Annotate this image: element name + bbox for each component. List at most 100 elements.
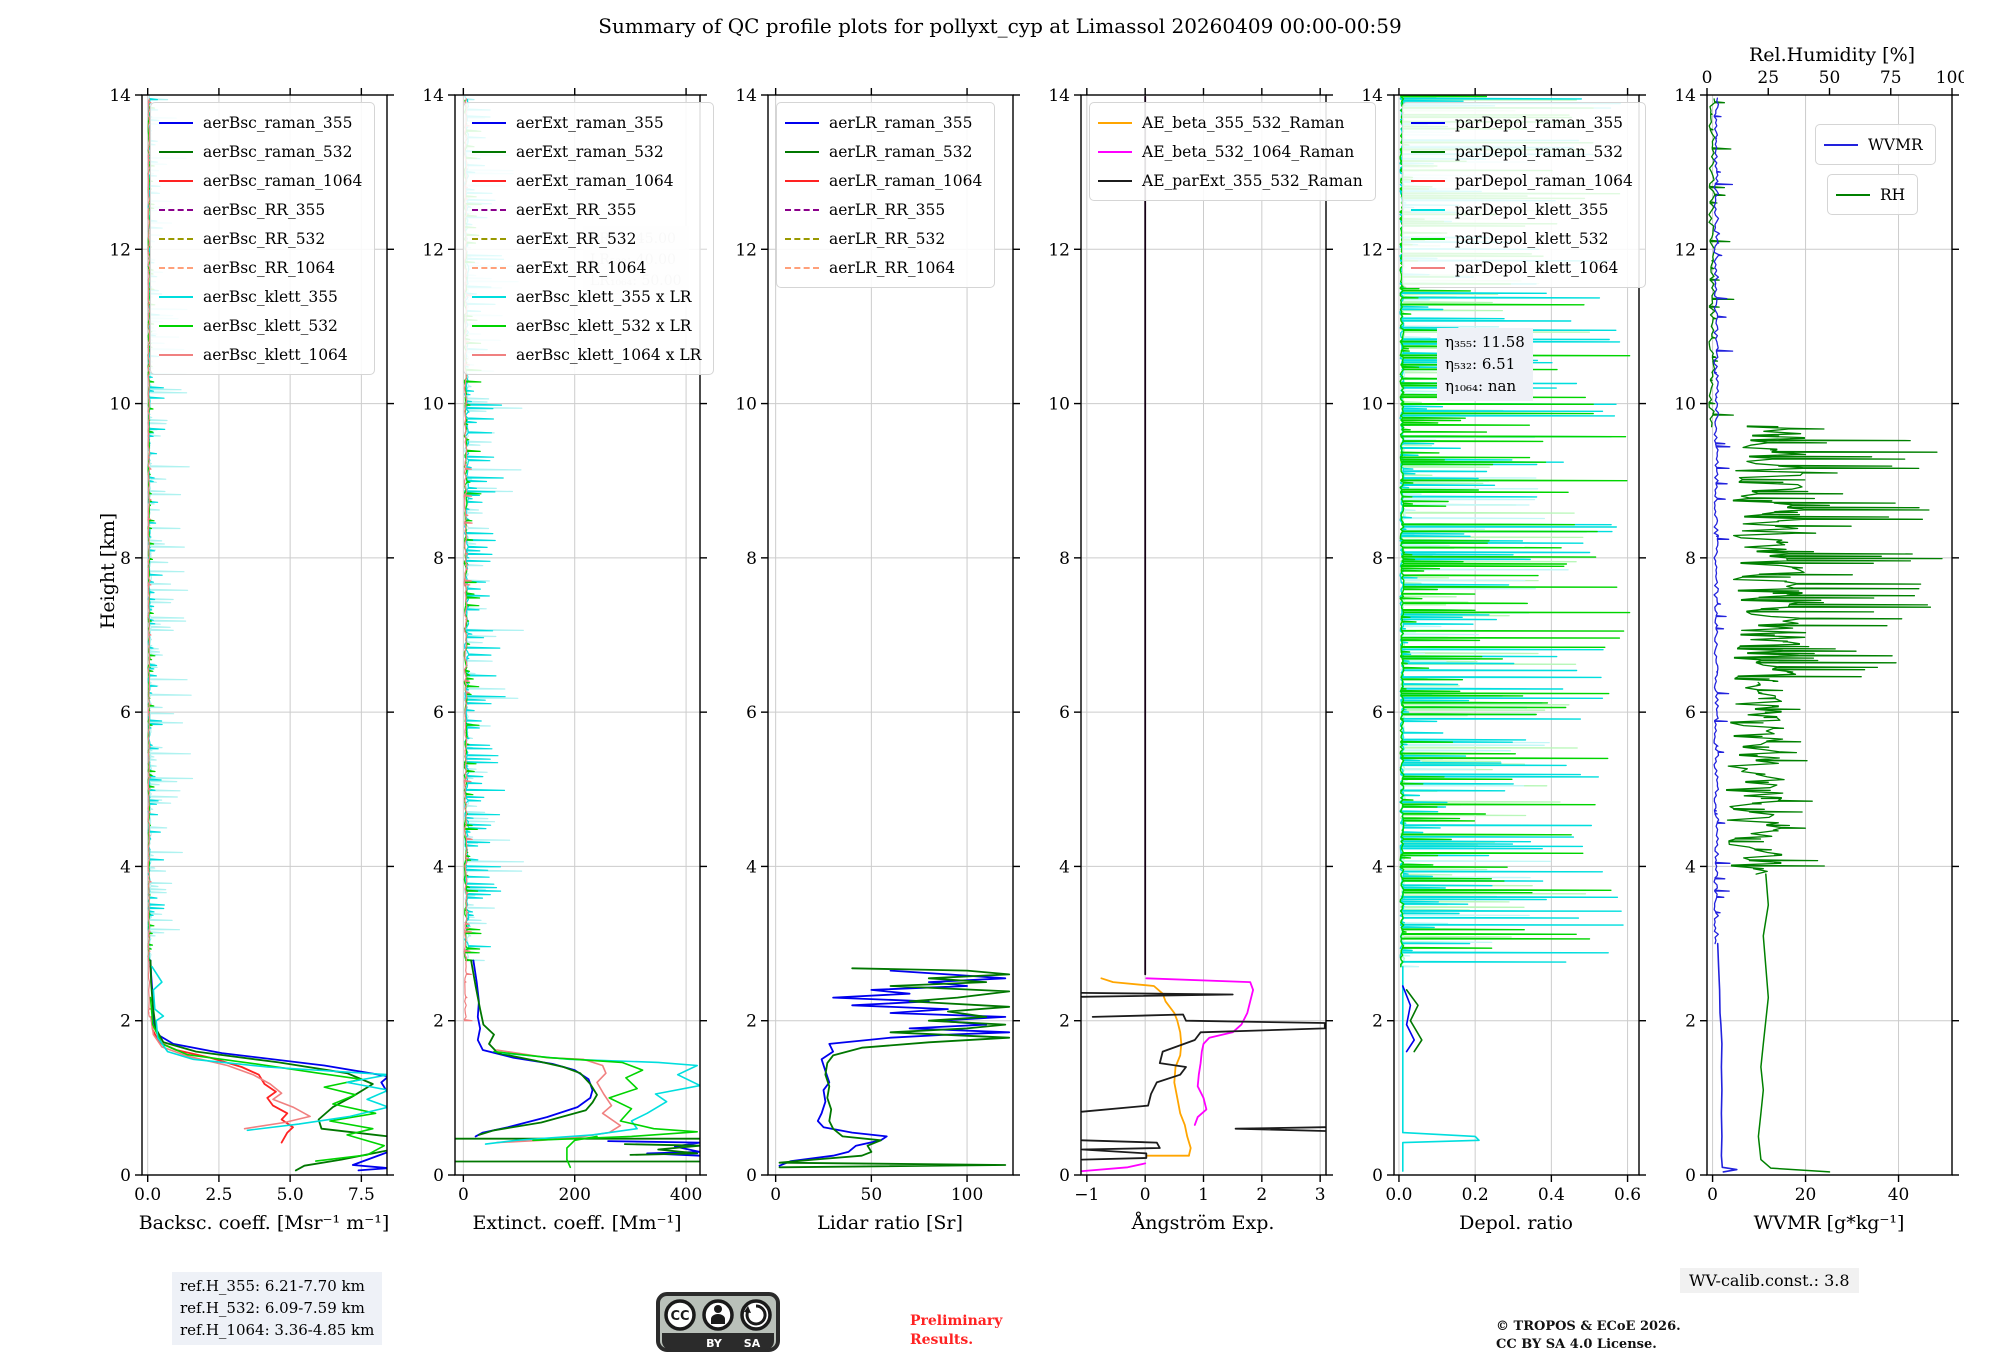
series-aerBsc_klett_1064 — [150, 1016, 311, 1130]
legend-label: AE_parExt_355_532_Raman — [1142, 171, 1363, 190]
chart-panel-depol_ratio: 0.0 0.2 0.4 0.6 0 2 4 6 8 10 12 14 — [1361, 86, 1646, 1205]
legend-line-sample — [159, 266, 193, 269]
series-ext_klett_532 — [493, 1050, 698, 1142]
xlabel-extinction: Extinct. coeff. [Mm⁻¹] — [472, 1212, 682, 1234]
xtick-label: 0.0 — [1385, 1185, 1412, 1205]
cc-by-sa-badge: CC BY SA — [656, 1292, 780, 1352]
ytick-label: 8 — [120, 549, 131, 569]
figure-title: Summary of QC profile plots for pollyxt_… — [598, 14, 1402, 38]
series-ext_klett_1064 — [496, 1049, 622, 1144]
series-aerBsc_klett_532 — [149, 996, 385, 1162]
legend-item: parDepol_raman_355 — [1411, 108, 1633, 137]
legend-line-sample — [1836, 193, 1870, 196]
ytick-label: 0 — [433, 1166, 444, 1186]
legend-line-sample — [472, 295, 506, 298]
legend-label: RH — [1880, 185, 1906, 204]
legend-label: aerExt_RR_1064 — [516, 258, 647, 277]
legend-label: aerLR_raman_355 — [829, 113, 973, 132]
legend-line-sample — [785, 179, 819, 182]
legend-label: aerBsc_raman_1064 — [203, 171, 363, 190]
xtick-label: 7.5 — [348, 1185, 375, 1205]
ytick-label: 8 — [1372, 549, 1383, 569]
legend-label: AE_beta_355_532_Raman — [1142, 113, 1345, 132]
legend-line-sample — [785, 208, 819, 211]
legend-label: AE_beta_532_1064_Raman — [1142, 142, 1355, 161]
legend-label: aerBsc_RR_532 — [203, 229, 326, 248]
ytick-label: 2 — [1059, 1012, 1070, 1032]
legend-item: parDepol_raman_1064 — [1411, 166, 1633, 195]
legend-extinction: aerExt_raman_355 aerExt_raman_532 aerExt_r… — [463, 102, 715, 375]
legend-item: aerBsc_klett_1064 x LR — [472, 340, 701, 369]
legend-item: aerExt_raman_532 — [472, 137, 701, 166]
legend-item: aerBsc_klett_355 — [159, 282, 362, 311]
xtick-label: 0.0 — [134, 1185, 161, 1205]
top-xtick-label: 75 — [1880, 68, 1902, 88]
series-AE_beta_532_1064_Raman — [1081, 1162, 1147, 1172]
ytick-label: 14 — [422, 86, 444, 106]
legend-label: parDepol_raman_355 — [1455, 113, 1624, 132]
legend-item: parDepol_klett_355 — [1411, 195, 1633, 224]
legend-item: aerExt_RR_532 — [472, 224, 701, 253]
legend-backscatter: aerBsc_raman_355 aerBsc_raman_532 aerBsc_r… — [150, 102, 376, 375]
ref-h-1064: ref.H_1064: 3.36-4.85 km — [180, 1320, 375, 1339]
rh-top-axis-label: Rel.Humidity [%] — [1748, 44, 1916, 66]
legend-line-sample — [472, 266, 506, 269]
ytick-label: 6 — [1372, 703, 1383, 723]
ytick-label: 6 — [746, 703, 757, 723]
legend-item: aerBsc_klett_532 — [159, 311, 362, 340]
reference-height-annotation: ref.H_355: 6.21-7.70 km ref.H_532: 6.09-… — [172, 1272, 383, 1346]
ytick-label: 12 — [1048, 240, 1070, 260]
series-ext_klett_355 — [484, 1052, 700, 1145]
ytick-label: 10 — [1048, 395, 1070, 415]
legend-label: aerBsc_klett_355 x LR — [516, 287, 692, 306]
ytick-label: 4 — [120, 857, 131, 877]
legend-line-sample — [472, 208, 506, 211]
ytick-label: 14 — [1674, 86, 1696, 106]
series-WVMR_profile — [1716, 942, 1738, 1173]
series-AE_beta_532_1064_Raman — [1145, 977, 1254, 1126]
chart-panel-wvmr_rh: 0 20 40 0 25 50 75 100 0 2 4 6 8 10 12 14 — [1674, 68, 1964, 1205]
legend-item: RH — [1836, 180, 1905, 209]
legend-label: aerExt_raman_355 — [516, 113, 664, 132]
eta-532-value: η₅₃₂: 6.51 — [1445, 354, 1516, 373]
top-xtick-label: 100 — [1936, 68, 1964, 88]
eta-annotation: η₃₅₅: 11.58 η₅₃₂: 6.51 η₁₀₆₄: nan — [1437, 328, 1533, 402]
ytick-label: 10 — [422, 395, 444, 415]
ytick-label: 6 — [1059, 703, 1070, 723]
xtick-label: 0 — [1140, 1185, 1151, 1205]
cc-icon — [664, 1299, 696, 1331]
legend-wvmr_rh: WVMR — [1815, 124, 1936, 165]
series-RH_noise_mid — [1732, 425, 1943, 682]
series-depol_klett_532_noise — [1399, 95, 1631, 968]
xtick-label: 2.5 — [205, 1185, 232, 1205]
series-AE_parExt_355_532_Raman — [1081, 1013, 1326, 1113]
legend-line-sample — [472, 353, 506, 356]
legend-label: aerBsc_RR_1064 — [203, 258, 336, 277]
legend-label: aerExt_raman_532 — [516, 142, 664, 161]
legend-item: aerBsc_raman_355 — [159, 108, 362, 137]
legend-label: aerBsc_raman_355 — [203, 113, 353, 132]
series-RH_profile — [1757, 873, 1831, 1173]
legend-wvmr_rh: RH — [1827, 174, 1919, 215]
xtick-label: 0 — [770, 1185, 781, 1205]
legend-item: AE_beta_532_1064_Raman — [1098, 137, 1363, 166]
ytick-label: 4 — [1059, 857, 1070, 877]
legend-line-sample — [472, 324, 506, 327]
xtick-label: 200 — [558, 1185, 590, 1205]
series-RH_noise_high — [1708, 98, 1735, 428]
legend-line-sample — [472, 150, 506, 153]
xlabel-wvmr: WVMR [g*kg⁻¹] — [1753, 1212, 1905, 1234]
xtick-label: 0.2 — [1462, 1185, 1489, 1205]
legend-item: aerBsc_klett_1064 — [159, 340, 362, 369]
xtick-label: 2 — [1256, 1185, 1267, 1205]
ytick-label: 12 — [109, 240, 131, 260]
legend-label: aerLR_RR_355 — [829, 200, 946, 219]
ytick-label: 6 — [433, 703, 444, 723]
ytick-label: 10 — [735, 395, 757, 415]
ytick-label: 6 — [120, 703, 131, 723]
legend-line-sample — [159, 150, 193, 153]
legend-line-sample — [785, 266, 819, 269]
ytick-label: 2 — [433, 1012, 444, 1032]
legend-item: aerBsc_raman_532 — [159, 137, 362, 166]
